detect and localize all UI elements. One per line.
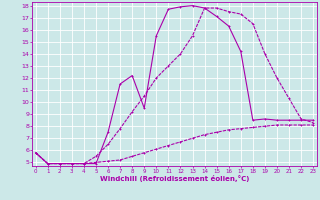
X-axis label: Windchill (Refroidissement éolien,°C): Windchill (Refroidissement éolien,°C) [100, 175, 249, 182]
